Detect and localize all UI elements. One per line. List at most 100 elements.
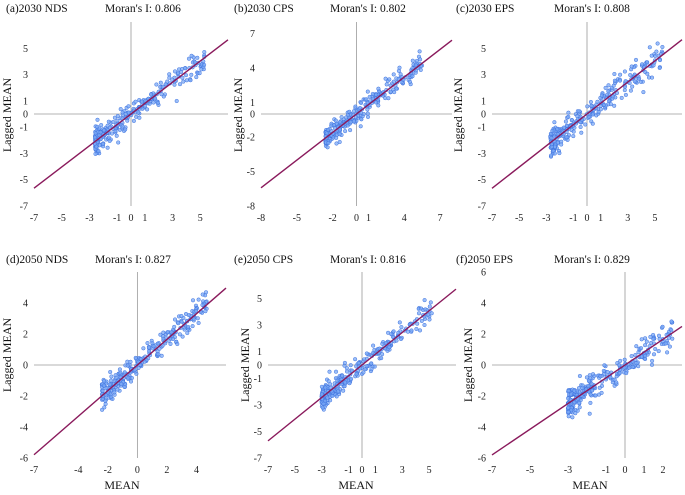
panel-b-point <box>359 100 364 105</box>
panel-f-xlabel: MEAN <box>572 478 608 492</box>
panel-f-point <box>570 415 575 420</box>
panel-c-point <box>651 63 656 68</box>
panel-b-y-tick-label: 7 <box>250 29 255 40</box>
panel-c-point <box>555 140 560 145</box>
panel-e-point <box>422 298 427 303</box>
panel-f: (f)2050 EPS Moran's I: 0.829 Lagged MEAN… <box>456 254 683 492</box>
panel-a-morans-i: Moran's I: 0.806 <box>105 3 181 15</box>
panel-c-point <box>599 93 604 98</box>
panel-b-point <box>329 123 334 128</box>
panel-d-point <box>159 353 164 358</box>
panel-e-x-tick-label: -7 <box>264 465 272 476</box>
panel-d-point <box>196 320 201 326</box>
panel-f-y-tick-label: -6 <box>478 454 486 465</box>
panel-c-point <box>549 136 554 141</box>
panel-d-y-tick-label: 2 <box>23 330 28 341</box>
panel-d-morans-i: Moran's I: 0.827 <box>95 254 171 266</box>
panel-e-point <box>380 341 385 346</box>
panel-c-point <box>649 53 654 58</box>
panel-a-point <box>195 55 200 60</box>
panel-b-point <box>384 82 389 87</box>
panel-b-point <box>337 127 342 132</box>
panel-b-point <box>387 77 392 82</box>
panel-f-point <box>573 411 578 416</box>
panel-f-point <box>651 336 656 341</box>
panel-f-regression-line <box>491 325 683 456</box>
panel-a-point <box>113 128 118 134</box>
panel-b-point <box>383 96 388 101</box>
panel-f-point <box>656 333 662 338</box>
panel-f-point <box>633 352 638 358</box>
panel-a-point <box>149 92 154 97</box>
panel-a-y-tick-label: 5 <box>23 44 28 55</box>
panel-a-point <box>111 119 116 125</box>
panel-a-point <box>131 118 136 123</box>
panel-a-point <box>202 50 207 55</box>
panel-a-point <box>93 151 98 156</box>
panel-e-point <box>379 356 384 361</box>
panel-f-point <box>617 363 622 368</box>
panel-d-point <box>190 298 196 303</box>
panel-a-point <box>174 98 179 104</box>
panel-a-point <box>95 124 100 129</box>
panel-b-y-tick-label: 1 <box>250 98 255 109</box>
panel-d-point <box>147 349 152 354</box>
panel-a-point <box>118 107 123 112</box>
panel-a-point <box>114 133 119 138</box>
panel-c-x-tick-label: 0 <box>585 213 590 224</box>
panel-d-y-tick-label: -2 <box>20 392 28 403</box>
panel-a-point <box>106 119 111 124</box>
panel-d-point <box>165 330 170 335</box>
panel-b-point <box>334 135 339 140</box>
panel-f-point <box>566 409 571 415</box>
panel-d-point <box>151 344 156 349</box>
panel-c-point <box>564 135 569 140</box>
panel-e-point <box>397 320 402 325</box>
panel-d-point <box>126 375 131 380</box>
panel-e-point <box>425 312 431 317</box>
panel-a-point <box>176 67 182 72</box>
panel-a-y-tick-label: 0 <box>23 110 28 121</box>
panel-f-title: (f)2050 EPS <box>456 254 513 266</box>
panel-b-point <box>337 120 342 125</box>
panel-c-point <box>611 83 616 88</box>
panel-e-point <box>353 357 358 362</box>
panel-f-point <box>566 405 571 410</box>
panel-b-point <box>410 74 415 79</box>
panel-a-point <box>158 84 163 89</box>
panel-c-point <box>563 119 568 124</box>
panel-c-point <box>628 72 633 78</box>
panel-e-point <box>394 338 399 343</box>
panel-b: (b)2030 CPS Moran's I: 0.802 Lagged MEAN… <box>231 3 453 224</box>
panel-e-point <box>348 363 353 368</box>
panel-b-point <box>365 114 371 119</box>
panel-c-morans-i: Moran's I: 0.808 <box>554 3 630 15</box>
panel-e-y-tick-label: -3 <box>254 400 262 411</box>
panel-e-point <box>386 330 391 335</box>
panel-b-point <box>367 94 372 99</box>
panel-c-point <box>633 57 639 62</box>
panel-b-point <box>383 76 388 81</box>
panel-d-x-tick-label: -2 <box>104 465 112 476</box>
panel-e-point <box>344 366 349 371</box>
panel-a-point <box>177 82 183 87</box>
panel-c-point <box>612 71 617 77</box>
panel-f-point <box>598 374 603 379</box>
panel-c-x-tick-label: -5 <box>515 213 523 224</box>
panel-a-point <box>153 96 158 101</box>
panel-b-x-tick-label: 4 <box>402 213 407 224</box>
panel-e-ylabel: Lagged MEAN <box>238 328 252 403</box>
panel-b-point <box>351 119 356 124</box>
panel-a-point <box>176 70 181 76</box>
panel-c-regression-line <box>491 39 683 189</box>
panel-e-point <box>349 376 354 381</box>
panel-b-point <box>413 70 418 75</box>
panel-f-point <box>643 353 648 358</box>
panel-b-point <box>394 86 399 91</box>
panel-a-point <box>180 75 185 80</box>
panel-c-x-tick-label: -1 <box>569 213 577 224</box>
panel-e-point <box>409 328 414 333</box>
panel-e-y-tick-label: -1 <box>254 374 262 385</box>
panel-a-point <box>170 77 175 82</box>
